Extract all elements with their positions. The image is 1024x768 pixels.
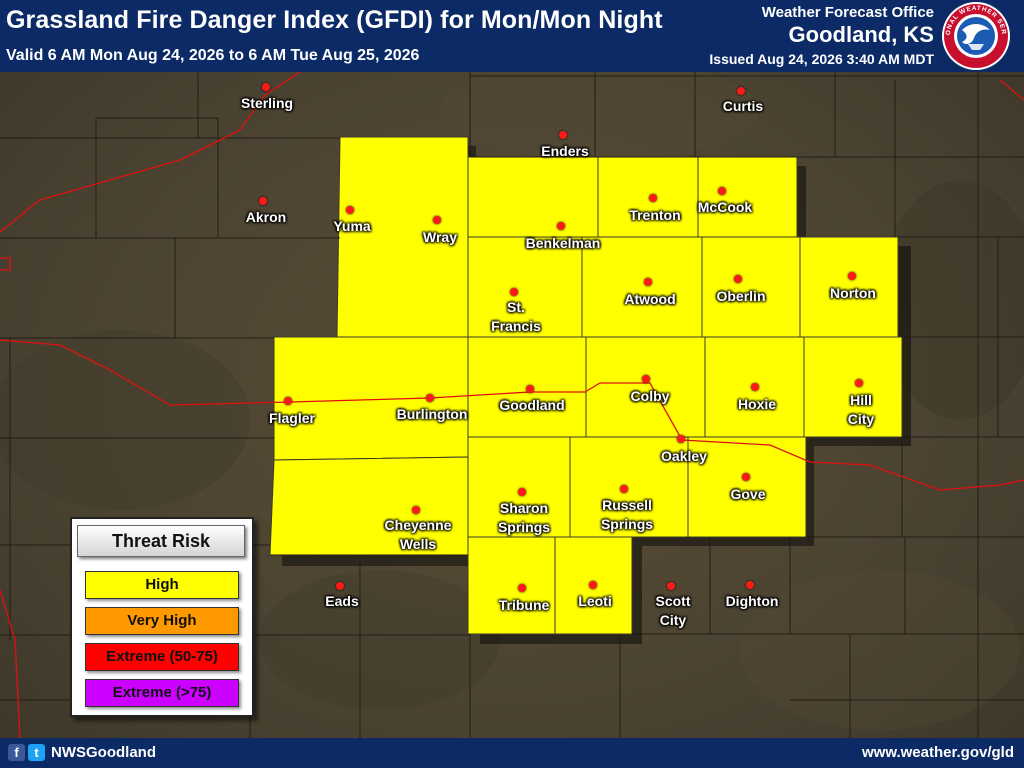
city-marker [559, 131, 567, 139]
legend-item-extreme-50-75: Extreme (50-75) [85, 643, 239, 671]
city-label: Russell Springs [600, 497, 654, 532]
city-marker [620, 485, 628, 493]
county-hitchcock [597, 156, 699, 238]
header-bar: Grassland Fire Danger Index (GFDI) for M… [0, 0, 1024, 72]
city-marker [751, 383, 759, 391]
city-label: Oberlin [716, 288, 766, 304]
map-title: Grassland Fire Danger Index (GFDI) for M… [6, 6, 663, 34]
city-marker [848, 272, 856, 280]
city-marker [259, 197, 267, 205]
city-marker [642, 375, 650, 383]
legend-panel: Threat Risk High Very High Extreme (50-7… [70, 517, 254, 717]
city-label: Hoxie [737, 396, 777, 412]
city-label: Benkelman [525, 235, 601, 251]
city-marker [510, 288, 518, 296]
city-marker [284, 397, 292, 405]
city-marker [526, 385, 534, 393]
twitter-icon[interactable]: t [28, 744, 45, 761]
city-marker [667, 582, 675, 590]
city-marker [677, 435, 685, 443]
valid-period: Valid 6 AM Mon Aug 24, 2026 to 6 AM Tue … [6, 47, 420, 64]
city-label: Scott City [655, 593, 691, 628]
city-label: Oakley [661, 448, 707, 464]
city-label: Flagler [269, 410, 315, 426]
city-label: Yuma [333, 218, 371, 234]
city-label: Burlington [396, 406, 468, 422]
city-label: Norton [830, 285, 876, 301]
city-marker [737, 87, 745, 95]
city-marker [426, 394, 434, 402]
city-marker [433, 216, 441, 224]
county-dundy [467, 156, 599, 238]
city-label: Curtis [722, 98, 764, 114]
city-marker [557, 222, 565, 230]
legend-item-high: High [85, 571, 239, 599]
city-marker [746, 581, 754, 589]
footer-bar: f t NWSGoodland www.weather.gov/gld [0, 738, 1024, 768]
city-marker [742, 473, 750, 481]
city-label: Tribune [498, 597, 550, 613]
city-label: Colby [630, 388, 670, 404]
city-marker [346, 206, 354, 214]
county-kit-carson [273, 336, 469, 461]
city-marker [589, 581, 597, 589]
office-label: Weather Forecast Office [761, 4, 934, 21]
legend-item-very-high: Very High [85, 607, 239, 635]
city-marker [718, 187, 726, 195]
city-marker [518, 584, 526, 592]
city-label: Dighton [725, 593, 779, 609]
county-lines [0, 72, 1024, 768]
city-marker [855, 379, 863, 387]
city-label: Enders [541, 143, 589, 159]
city-marker [644, 278, 652, 286]
city-label: Hill City [847, 392, 875, 427]
city-label: St. Francis [491, 299, 541, 334]
terrain-texture [0, 60, 1024, 730]
issued-time: Issued Aug 24, 2026 3:40 AM MDT [709, 51, 934, 67]
city-label: Goodland [499, 397, 565, 413]
city-label: Trenton [629, 207, 681, 223]
social-links: f t NWSGoodland [8, 744, 156, 761]
city-label: Gove [730, 486, 766, 502]
legend-title: Threat Risk [77, 525, 245, 557]
facebook-icon[interactable]: f [8, 744, 25, 761]
city-label: Eads [325, 593, 359, 609]
highways [0, 71, 1024, 739]
city-label: Leoti [578, 593, 612, 609]
city-marker [336, 582, 344, 590]
city-label: Wray [423, 229, 457, 245]
city-marker [518, 488, 526, 496]
website-url[interactable]: www.weather.gov/gld [862, 744, 1014, 761]
city-marker [734, 275, 742, 283]
city-marker [649, 194, 657, 202]
city-label: Atwood [624, 291, 676, 307]
city-marker [262, 83, 270, 91]
county-greeley [467, 536, 556, 635]
city-marker [412, 506, 420, 514]
city-label: McCook [697, 199, 753, 215]
office-name: Goodland, KS [788, 22, 934, 47]
city-label: Sterling [240, 95, 294, 111]
legend-item-extreme-75: Extreme (>75) [85, 679, 239, 707]
county-red-willow [697, 156, 798, 238]
city-label: Akron [245, 209, 287, 225]
city-label: Sharon Springs [497, 500, 551, 535]
city-label: Cheyenne Wells [384, 517, 452, 552]
social-handle[interactable]: NWSGoodland [51, 744, 156, 761]
nws-logo-icon: NATIONAL WEATHER SERVICE [940, 0, 1010, 70]
